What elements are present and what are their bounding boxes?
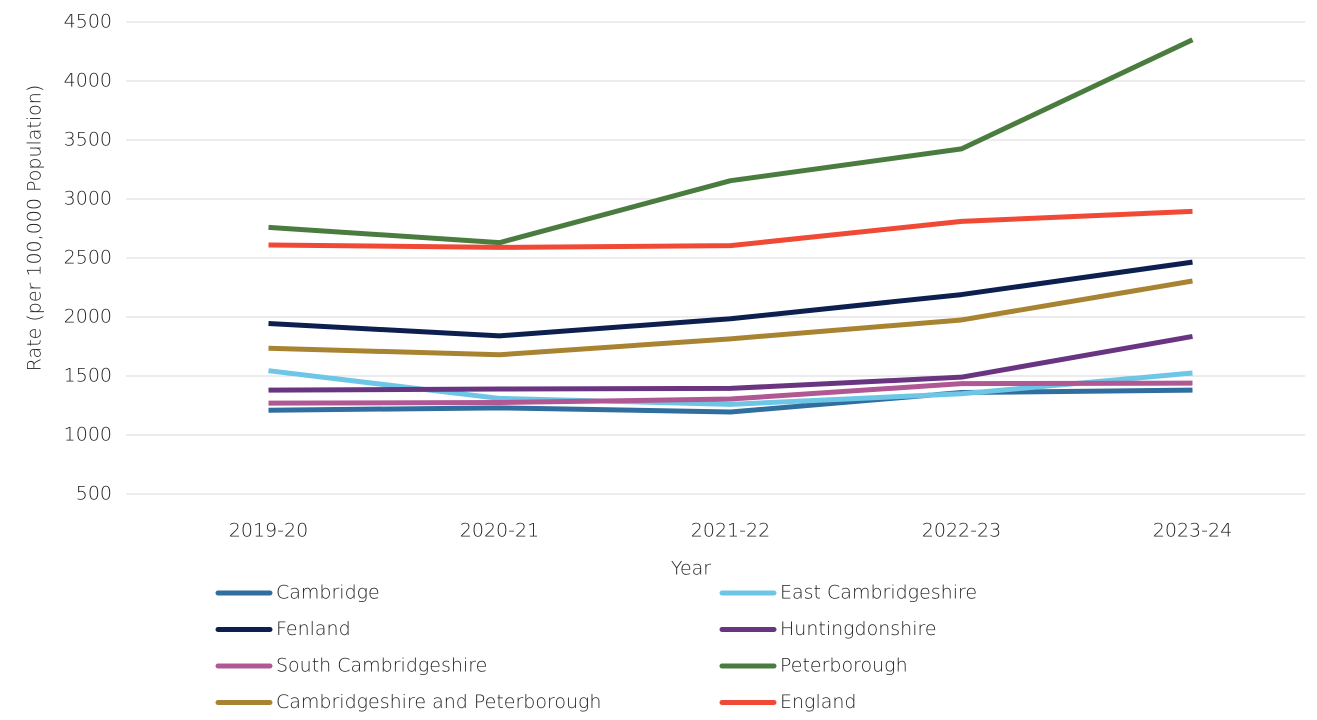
legend-label: East Cambridgeshire bbox=[780, 582, 977, 604]
y-tick-label: 3500 bbox=[64, 129, 112, 151]
y-tick-label: 1000 bbox=[64, 424, 112, 446]
x-tick-label: 2023-24 bbox=[1153, 520, 1232, 542]
y-tick-label: 4500 bbox=[64, 11, 112, 33]
x-axis-title: Year bbox=[671, 558, 711, 580]
y-tick-label: 2000 bbox=[64, 306, 112, 328]
line-series bbox=[268, 278, 1193, 358]
y-tick-label: 1500 bbox=[64, 365, 112, 387]
x-tick-label: 2022-23 bbox=[922, 520, 1001, 542]
legend-label: Peterborough bbox=[780, 655, 908, 677]
x-tick-label: 2019-20 bbox=[229, 520, 308, 542]
y-tick-label: 2500 bbox=[64, 247, 112, 269]
x-tick-label: 2021-22 bbox=[691, 520, 770, 542]
line-series bbox=[268, 208, 1193, 250]
y-tick-label: 500 bbox=[76, 483, 112, 505]
line-series bbox=[268, 387, 1193, 415]
legend-label: Fenland bbox=[276, 618, 351, 640]
y-axis-title: Rate (per 100,000 Population) bbox=[24, 85, 46, 371]
y-tick-label: 4000 bbox=[64, 70, 112, 92]
x-tick-label: 2020-21 bbox=[460, 520, 539, 542]
y-tick-label: 3000 bbox=[64, 188, 112, 210]
line-series bbox=[268, 37, 1194, 246]
legend-label: Cambridge bbox=[276, 582, 380, 604]
legend-label: England bbox=[780, 691, 856, 713]
line-series bbox=[268, 380, 1193, 406]
legend-label: Huntingdonshire bbox=[780, 618, 937, 640]
legend-label: Cambridgeshire and Peterborough bbox=[276, 691, 601, 713]
line-series bbox=[268, 334, 1193, 393]
legend-label: South Cambridgeshire bbox=[276, 655, 487, 677]
line-series bbox=[268, 259, 1193, 339]
